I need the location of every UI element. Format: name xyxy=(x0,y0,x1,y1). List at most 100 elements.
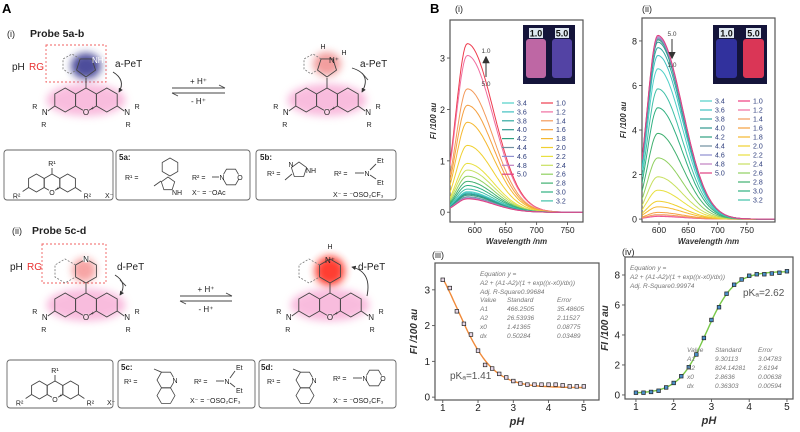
legend-label-pH-3.6: 3.6 xyxy=(715,108,725,115)
legend-label-pH-4.8: 4.8 xyxy=(517,163,527,170)
quinoline-benzene-ring xyxy=(156,387,176,404)
bond xyxy=(78,394,85,399)
fit-table-cell: 9.30113 xyxy=(715,356,738,363)
y-tick-label: 0 xyxy=(632,215,637,225)
r-group: R xyxy=(135,309,140,316)
xanthene-ring xyxy=(95,87,118,113)
legend-label-pH-1.2: 1.2 xyxy=(556,109,566,116)
nitrogen-atom: N xyxy=(283,108,289,117)
x-tick-label: 5 xyxy=(784,402,790,413)
legend-label-pH-4.2: 4.2 xyxy=(517,136,527,143)
fit-table-cell: 824.14281 xyxy=(715,365,746,372)
legend-label-pH-3.4: 3.4 xyxy=(715,99,725,106)
hydrogen-label: H xyxy=(327,244,332,251)
legend-label-pH-2.4: 2.4 xyxy=(753,162,763,169)
r-group: R xyxy=(41,327,46,334)
counterion-5a: X⁻ = ⁻OAc xyxy=(192,190,226,197)
r2-equals: R² = xyxy=(194,379,207,386)
data-point-pH-4.2 xyxy=(553,382,558,387)
quenched-glow xyxy=(71,53,101,79)
r1-equals: R¹ = xyxy=(267,171,280,178)
vial-ph-label: 1.0 xyxy=(530,29,543,39)
x-tick-label: 700 xyxy=(710,225,724,235)
atom-bg xyxy=(362,375,368,381)
positive-charge: + xyxy=(332,106,335,112)
nitrogen-atom: N xyxy=(124,108,130,117)
chart-panel-label: (iii) xyxy=(432,250,444,260)
nh-label: NH xyxy=(306,168,316,175)
trend-label-top: 1.0 xyxy=(481,48,490,55)
reverse-label: - H⁺ xyxy=(199,305,214,314)
counterion-label: X⁻ xyxy=(107,400,116,407)
nitrogen-atom: N xyxy=(42,108,48,117)
ph-label: pH xyxy=(10,262,23,273)
xanthene-ring xyxy=(339,292,362,318)
nh-label: NH xyxy=(92,56,104,65)
fit-table-cell: 0.03489 xyxy=(557,333,581,340)
forward-arrow-head xyxy=(218,84,226,89)
trend-label-bottom: 1.0 xyxy=(667,62,676,69)
legend-label-pH-3.2: 3.2 xyxy=(753,198,763,205)
x-axis-label: pH xyxy=(701,415,718,427)
r2-label: R² xyxy=(84,194,92,201)
y-tick-label: 0 xyxy=(614,390,620,401)
pet-label: a-PeT xyxy=(360,59,387,70)
methyl-bond xyxy=(292,368,301,373)
legend-label-pH-3.2: 3.2 xyxy=(556,198,566,205)
r-group: R xyxy=(32,104,37,111)
data-point-pH-3.2 xyxy=(518,381,523,386)
equation-formula: A2 + (A1-A2)/(1 + exp((x-x0)/dx)) xyxy=(479,280,575,287)
fit-table-cell: 0.36303 xyxy=(715,383,739,390)
nitrogen-atom: N xyxy=(364,171,369,178)
data-point-pH-1.8 xyxy=(468,332,474,337)
chart-0: (i) 600 650 700 750 0 1 2 3 Wavelength /nm FI /100… xyxy=(429,4,584,246)
r-group: R xyxy=(367,122,372,129)
bond xyxy=(116,105,125,112)
ethyl-label: Et xyxy=(377,158,384,165)
fit-table-cell: x0 xyxy=(686,374,694,381)
positive-charge: + xyxy=(335,311,338,317)
rg-label: RG xyxy=(29,62,44,73)
r-group: R xyxy=(41,122,46,129)
equation-formula: A2 + (A1-A2)/(1 + exp((x-x0)/dx)) xyxy=(629,274,725,281)
data-point-pH-1.2 xyxy=(641,390,646,395)
y-tick-label: 6 xyxy=(614,300,620,311)
methyl-bond xyxy=(153,180,162,187)
data-point-pH-4.4 xyxy=(560,383,565,388)
y-tick-label: 8 xyxy=(614,270,620,281)
fit-table-header: Standard xyxy=(715,347,742,354)
reverse-label: - H⁺ xyxy=(191,97,206,106)
y-tick-label: 4 xyxy=(632,126,637,136)
fit-table-cell: 0.00638 xyxy=(758,374,782,381)
x-tick-label: 600 xyxy=(652,225,666,235)
oxygen-atom: O xyxy=(380,376,386,383)
atom-bg xyxy=(237,174,243,180)
legend-label-pH-2.6: 2.6 xyxy=(556,172,566,179)
legend-label-pH-4.4: 4.4 xyxy=(517,145,527,152)
fluorescence-glow xyxy=(46,83,126,117)
data-point-pH-4.4 xyxy=(762,272,767,277)
r2-equals: R² = xyxy=(192,175,205,182)
vial-ph-label: 5.0 xyxy=(556,29,569,39)
bond xyxy=(369,174,377,180)
oxygen-background xyxy=(82,313,90,321)
counterion-5d: X⁻ = ⁻OSO₂CF₃ xyxy=(333,398,384,405)
panel-b-label: B xyxy=(430,1,439,16)
x-tick-label: 600 xyxy=(468,225,482,235)
hydrogen-label: H xyxy=(341,50,346,57)
bond xyxy=(25,394,32,399)
pet-label: d-PeT xyxy=(117,262,144,273)
forward-arrow-head xyxy=(225,292,233,297)
x-tick-label: 700 xyxy=(530,225,544,235)
r-group: R xyxy=(126,327,131,334)
positive-charge: + xyxy=(60,393,63,399)
y-tick-label: 3 xyxy=(424,285,430,296)
xanthene-ring xyxy=(95,292,118,318)
y-axis-label: FI /100 au xyxy=(409,309,420,355)
data-point-pH-2.0 xyxy=(475,348,481,353)
data-point-pH-2.8 xyxy=(504,375,509,380)
fit-table-header: Error xyxy=(758,347,773,354)
fused-ring-placeholder xyxy=(303,53,322,75)
